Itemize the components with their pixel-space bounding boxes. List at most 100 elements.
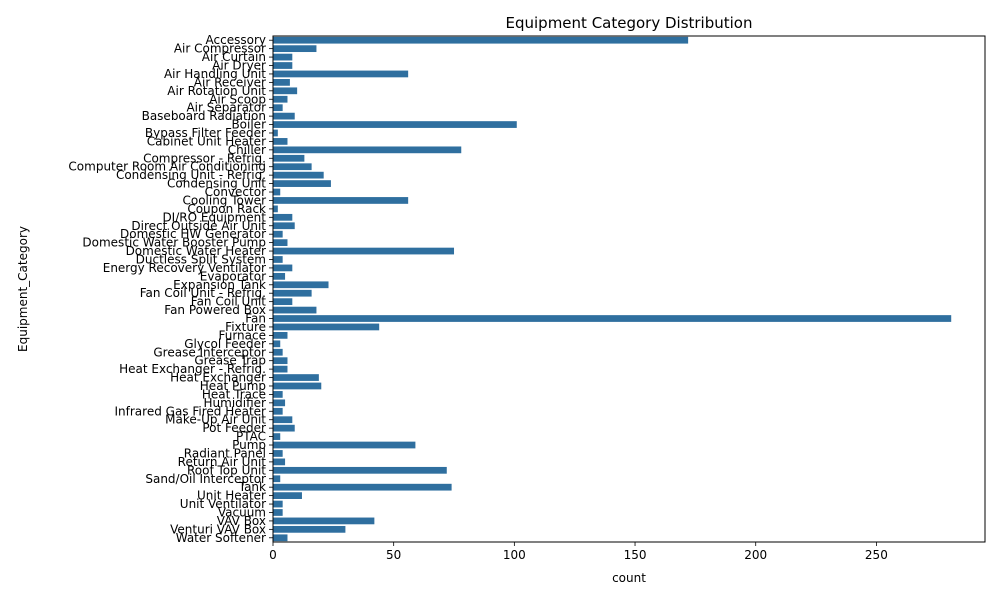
x-tick-label: 200 (744, 548, 767, 562)
y-tick-label: Heat Exchanger - Refrig. (119, 362, 266, 376)
y-tick-label: Make-Up Air Unit (165, 413, 266, 427)
y-tick-label: Fan Coil Unit - Refrig. (140, 286, 266, 300)
bar (273, 416, 293, 424)
y-tick-label: Air Compressor (174, 42, 266, 56)
y-tick-label: Humidifier (204, 396, 267, 410)
bar (273, 306, 317, 314)
y-tick-label: Baseboard Radiation (142, 109, 266, 123)
y-tick-label: Heat Pump (200, 379, 266, 393)
bar (273, 357, 288, 365)
bar (273, 365, 288, 373)
y-tick-label: Bypass Filter Feeder (145, 126, 266, 140)
bar (273, 230, 283, 238)
y-tick-label: Fixture (225, 320, 266, 334)
y-tick-label: Boiler (231, 118, 266, 132)
bar (273, 121, 517, 128)
y-tick-label: Air Scoop (209, 92, 266, 106)
y-tick-label: VAV Box (217, 514, 266, 528)
bar (273, 450, 283, 457)
x-tick-label: 0 (269, 548, 277, 562)
bar (273, 399, 286, 407)
bar (273, 281, 329, 289)
bar (273, 180, 331, 187)
bar (273, 247, 455, 255)
bar (273, 332, 288, 339)
y-tick-label: Condensing Unit - Refrig. (116, 168, 266, 182)
bar (273, 340, 281, 348)
y-tick-label: Water Softener (176, 531, 266, 545)
bar (273, 407, 283, 415)
bar (273, 483, 452, 491)
bar (273, 62, 293, 69)
bar (273, 129, 278, 137)
y-tick-label: Heat Trace (202, 387, 266, 401)
y-tick-label: Pot Feeder (202, 421, 266, 435)
y-tick-label: Air Curtain (202, 50, 266, 64)
y-tick-label: Ductless Split System (136, 252, 266, 266)
bar (273, 188, 281, 196)
y-tick-label: Coupon Rack (187, 202, 266, 216)
bar (273, 79, 290, 86)
bar (273, 391, 283, 398)
bar (273, 112, 295, 120)
bar (273, 374, 319, 381)
y-tick-label: Computer Room Air Conditioning (68, 160, 266, 174)
bar (273, 213, 293, 221)
y-tick-label: Furnace (218, 328, 266, 342)
y-tick-label: Tank (238, 480, 266, 494)
bar (273, 492, 302, 499)
bar (273, 239, 288, 246)
y-tick-label: Cooling Tower (182, 193, 266, 207)
bars-group (273, 36, 952, 542)
bar (273, 475, 281, 483)
x-tick-label: 250 (865, 548, 888, 562)
y-tick-label: Domestic Water Heater (126, 244, 266, 258)
y-axis-title: Equipment_Category (16, 226, 30, 352)
bar (273, 272, 286, 280)
bar (273, 534, 288, 542)
y-tick-label: Unit Ventilator (180, 497, 266, 511)
bar (273, 87, 298, 95)
y-tick-label: Radiant Panel (184, 446, 266, 460)
y-tick-label: Domestic Water Booster Pump (82, 236, 266, 250)
x-axis-title: count (612, 571, 646, 585)
bar (273, 163, 312, 171)
bar (273, 298, 293, 306)
bar (273, 222, 295, 230)
bar (273, 315, 952, 322)
y-tick-label: Air Handling Unit (164, 67, 266, 81)
y-tick-label: Air Separator (186, 101, 266, 115)
bar (273, 264, 293, 272)
y-tick-label: Heat Exchanger (170, 371, 266, 385)
y-tick-label: Pump (232, 438, 266, 452)
y-tick-label: Grease Trap (194, 354, 266, 368)
bar (273, 424, 295, 432)
x-tick-label: 50 (386, 548, 401, 562)
bar (273, 458, 286, 466)
y-tick-label: Compressor - Refrig. (143, 151, 266, 165)
y-tick-label: Convector (205, 185, 266, 199)
bar (273, 154, 305, 162)
bar (273, 509, 283, 516)
bar (273, 500, 283, 508)
bar (273, 525, 346, 533)
x-tick-label: 150 (624, 548, 647, 562)
chart-title: Equipment Category Distribution (506, 14, 753, 32)
y-tick-label: Energy Recovery Ventilator (103, 261, 266, 275)
y-tick-label: Infrared Gas Fired Heater (115, 404, 267, 418)
y-tick-label: Vacuum (218, 505, 266, 519)
bar (273, 382, 322, 390)
y-tick-label: Air Receiver (194, 75, 266, 89)
x-axis-ticks: 0 50 100 150 200 250 (269, 542, 888, 562)
x-tick-label: 100 (503, 548, 526, 562)
y-tick-label: Fan (245, 312, 266, 326)
y-tick-label: Roof Top Unit (187, 463, 266, 477)
y-tick-label: Venturi VAV Box (170, 522, 266, 536)
y-tick-label: Accessory (206, 33, 266, 47)
bar (273, 146, 462, 154)
bar (273, 323, 380, 331)
y-tick-label: DI/RO Equipment (162, 210, 266, 224)
